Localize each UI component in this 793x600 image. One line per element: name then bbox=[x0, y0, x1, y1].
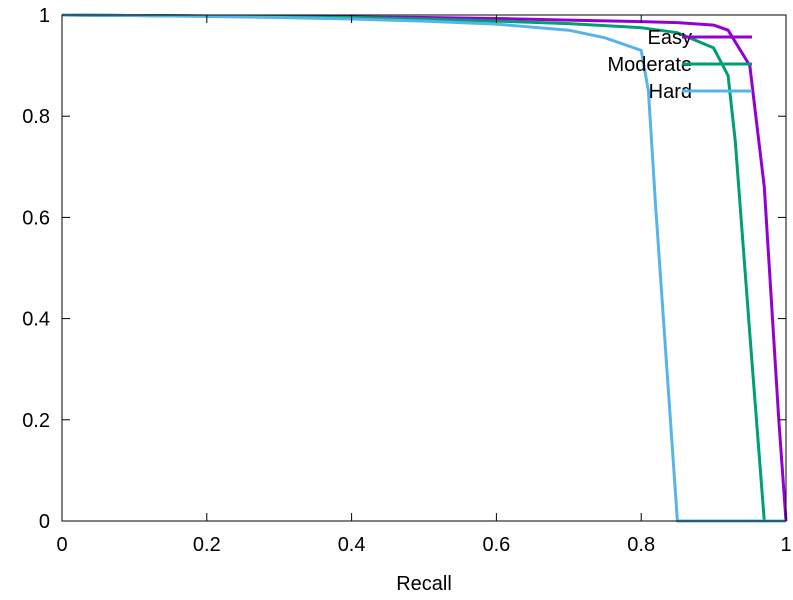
legend-label-moderate: Moderate bbox=[608, 54, 693, 76]
legend-label-hard: Hard bbox=[649, 81, 692, 103]
y-tick-label: 0 bbox=[39, 511, 50, 533]
y-tick-label: 0.4 bbox=[22, 309, 50, 331]
x-axis-title: Recall bbox=[396, 573, 452, 595]
x-tick-label: 0.2 bbox=[193, 534, 221, 556]
x-tick-label: 0.6 bbox=[482, 534, 510, 556]
plot-frame bbox=[61, 14, 787, 522]
y-tick-label: 0.2 bbox=[22, 410, 50, 432]
x-tick-label: 0.4 bbox=[338, 534, 366, 556]
x-tick-label: 0.8 bbox=[627, 534, 655, 556]
y-tick-label: 1 bbox=[39, 5, 50, 27]
y-tick-label: 0.6 bbox=[22, 207, 50, 229]
y-axis-ticks: 0 0.2 0.4 0.6 0.8 1 bbox=[22, 5, 786, 533]
legend-label-easy: Easy bbox=[648, 27, 692, 49]
x-tick-label: 0 bbox=[56, 534, 67, 556]
x-tick-label: 1 bbox=[780, 534, 791, 556]
y-tick-label: 0.8 bbox=[22, 106, 50, 128]
x-axis-ticks: 0 0.2 0.4 0.6 0.8 1 bbox=[56, 15, 792, 556]
legend: Easy Moderate Hard bbox=[608, 27, 752, 103]
